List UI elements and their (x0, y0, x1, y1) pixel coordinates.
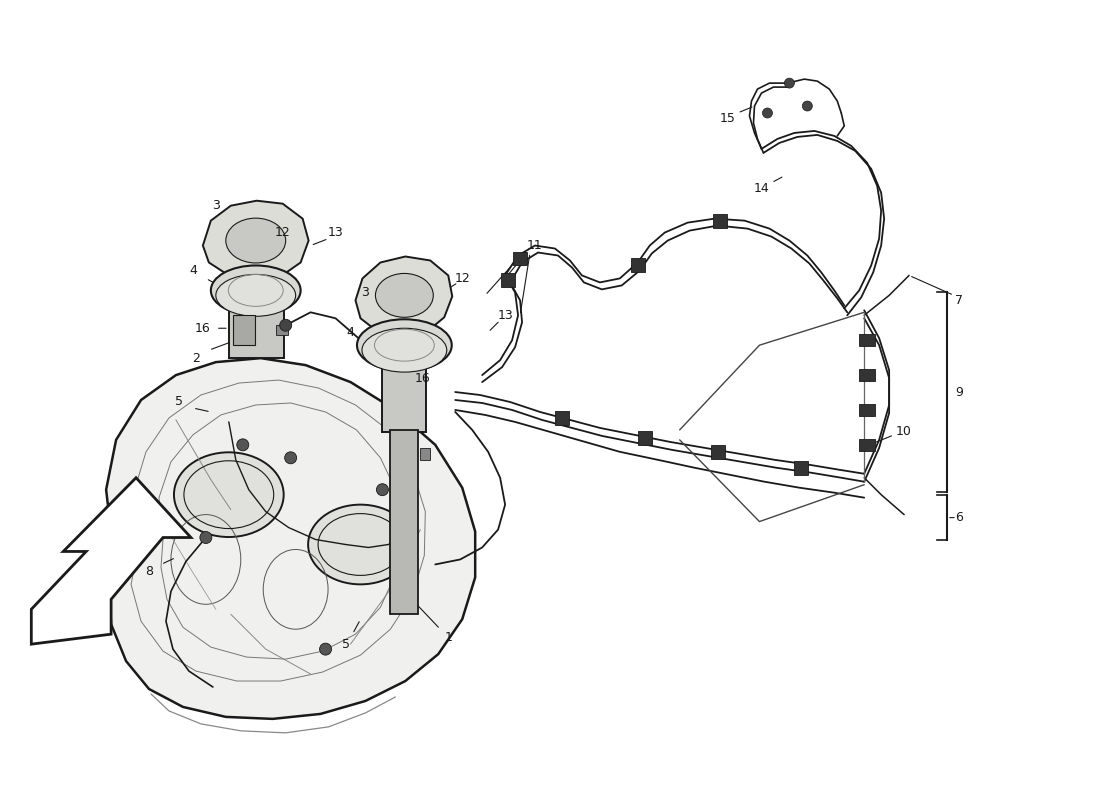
Text: 11: 11 (527, 239, 543, 252)
Bar (638, 431, 651, 445)
Text: 13: 13 (328, 226, 343, 239)
Bar (859, 439, 876, 451)
Text: 5: 5 (175, 395, 183, 409)
Ellipse shape (226, 218, 286, 263)
Ellipse shape (375, 274, 433, 318)
Bar (502, 274, 515, 287)
Circle shape (320, 643, 331, 655)
Polygon shape (202, 201, 309, 281)
Bar (859, 334, 876, 346)
Circle shape (784, 78, 794, 88)
Text: 15: 15 (719, 113, 736, 126)
Polygon shape (31, 478, 191, 644)
Bar (711, 445, 725, 458)
Ellipse shape (216, 274, 296, 316)
FancyBboxPatch shape (233, 315, 255, 345)
Ellipse shape (211, 266, 300, 315)
Text: 7: 7 (955, 294, 962, 307)
Circle shape (285, 452, 297, 464)
FancyBboxPatch shape (383, 354, 427, 432)
Text: 16: 16 (415, 371, 430, 385)
Text: 5: 5 (341, 638, 350, 650)
FancyBboxPatch shape (390, 430, 418, 614)
Text: 1: 1 (444, 630, 452, 644)
Text: 3: 3 (212, 199, 220, 212)
Bar (794, 461, 808, 474)
FancyBboxPatch shape (229, 300, 284, 358)
Polygon shape (355, 257, 452, 338)
Circle shape (762, 108, 772, 118)
Text: 3: 3 (362, 286, 370, 299)
Circle shape (376, 484, 388, 496)
Bar (630, 258, 645, 273)
Text: 9: 9 (955, 386, 962, 398)
Bar (713, 214, 727, 228)
Ellipse shape (308, 505, 412, 584)
Bar (859, 369, 876, 381)
Circle shape (279, 319, 292, 331)
Text: 4: 4 (189, 264, 197, 277)
Polygon shape (106, 358, 475, 719)
Text: 10: 10 (896, 426, 912, 438)
Bar (276, 326, 288, 335)
Bar (859, 404, 876, 416)
Circle shape (802, 101, 812, 111)
Bar (513, 251, 527, 266)
Bar (556, 411, 569, 425)
Text: 6: 6 (955, 511, 962, 524)
Circle shape (200, 531, 212, 543)
Ellipse shape (358, 319, 452, 371)
Ellipse shape (362, 328, 447, 372)
Text: 16: 16 (195, 322, 211, 334)
Text: 13: 13 (497, 309, 513, 322)
Bar (420, 448, 430, 460)
Text: 12: 12 (454, 272, 470, 285)
Text: 14: 14 (754, 182, 769, 195)
Text: 4: 4 (346, 326, 354, 338)
Ellipse shape (174, 452, 284, 537)
Text: 2: 2 (192, 352, 200, 365)
Text: 8: 8 (145, 565, 153, 578)
Text: 12: 12 (275, 226, 290, 239)
Circle shape (236, 439, 249, 451)
